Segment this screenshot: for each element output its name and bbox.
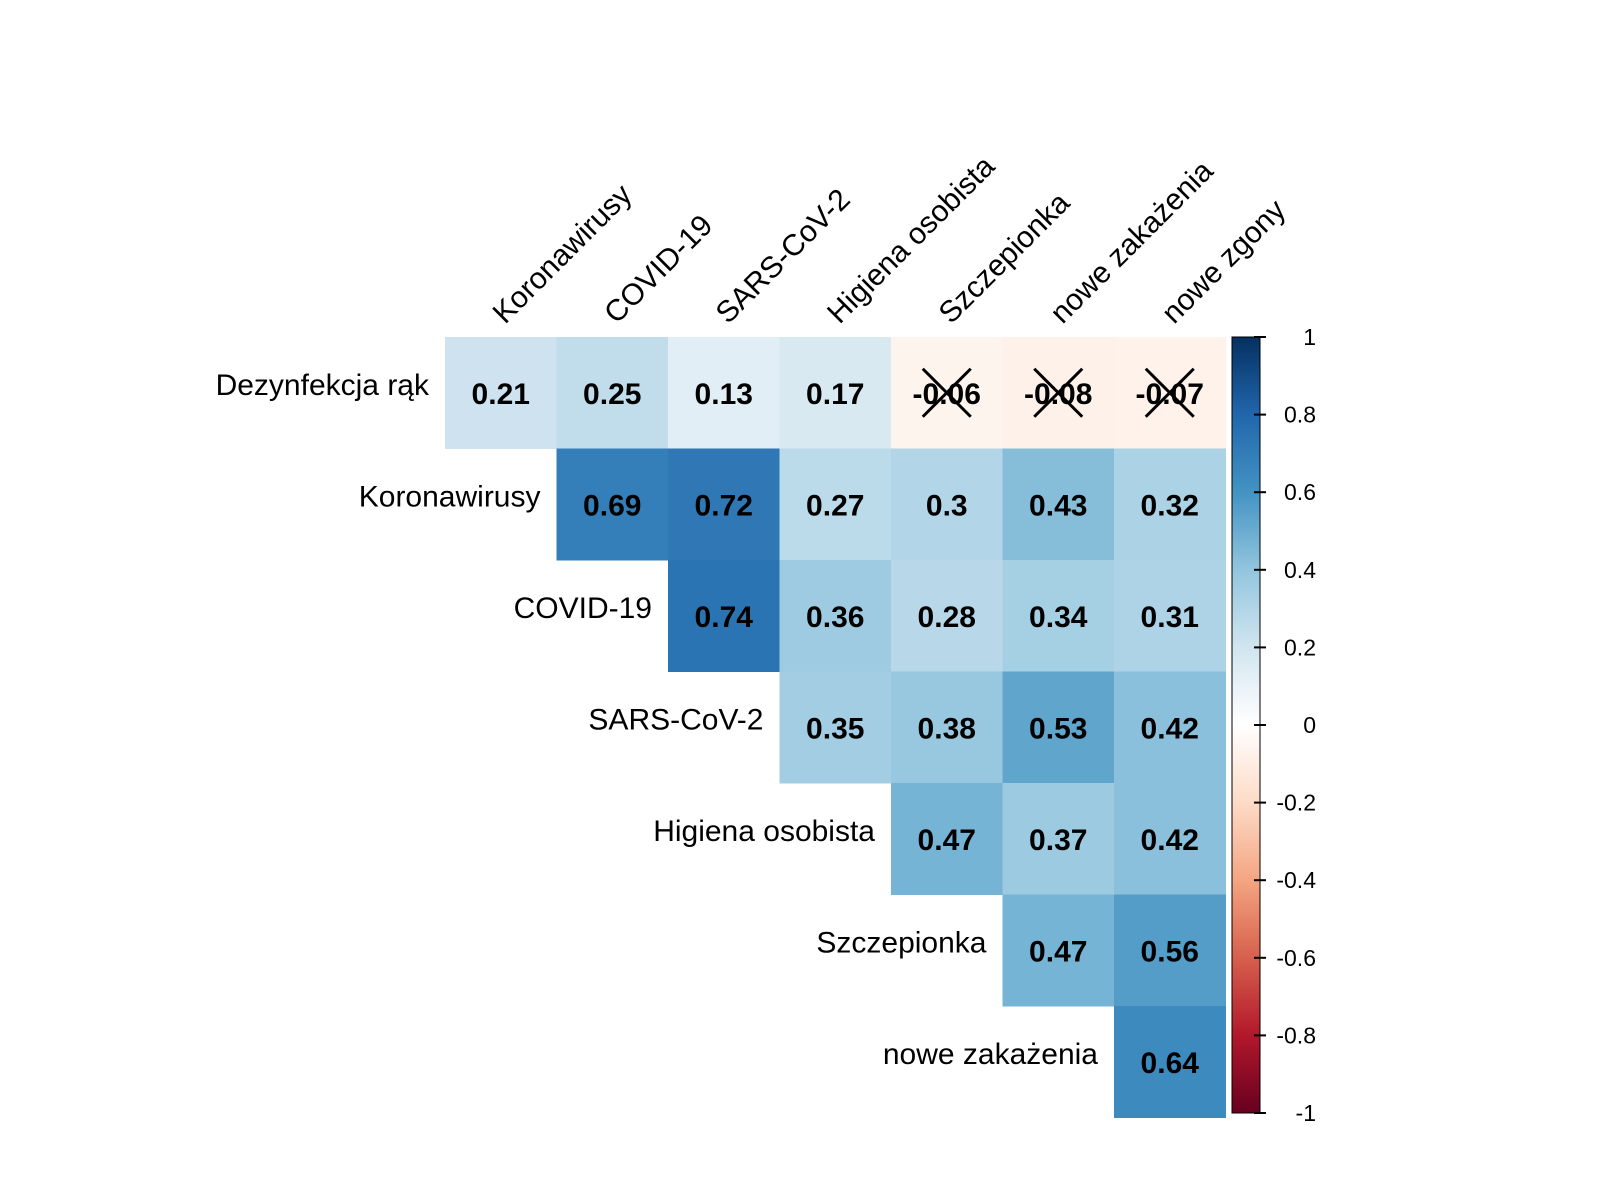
cell-value-label: 0.21 [472, 378, 530, 411]
heatmap-cell [891, 671, 1003, 784]
legend-tick-label: 1 [1303, 324, 1316, 350]
cell-value-label: 0.27 [806, 489, 864, 522]
cell-value-label: 0.69 [583, 489, 641, 522]
row-label: nowe zakażenia [883, 1038, 1098, 1071]
heatmap-cell [1002, 671, 1115, 784]
heatmap-cell [1002, 560, 1115, 672]
column-label: COVID-19 [598, 209, 719, 330]
cell-value-label: 0.36 [806, 601, 864, 634]
cell-value-label: 0.35 [806, 712, 864, 745]
legend-tick-label: 0.4 [1284, 557, 1316, 583]
heatmap-cell [1114, 560, 1226, 672]
heatmap-cell [668, 560, 780, 672]
cell-value-label: 0.74 [695, 601, 754, 634]
legend-tick-label: -0.8 [1276, 1022, 1316, 1048]
legend-tick-label: 0 [1303, 712, 1316, 738]
cell-value-label: 0.64 [1141, 1047, 1200, 1080]
heatmap-cell [445, 337, 557, 449]
heatmap-cell [891, 783, 1003, 895]
cell-value-label: 0.25 [583, 378, 641, 411]
cross-mark [1033, 367, 1084, 418]
row-label: COVID-19 [514, 592, 652, 625]
cell-value-label: 0.43 [1029, 489, 1087, 522]
heatmap-cell [668, 337, 780, 449]
cross-mark [921, 367, 972, 418]
legend-tick-label: 0.8 [1284, 402, 1316, 428]
heatmap-cells [445, 337, 1226, 1118]
heatmap-cell [1114, 1006, 1226, 1118]
row-label: SARS-CoV-2 [588, 703, 763, 736]
heatmap-cell [779, 560, 892, 672]
heatmap-cell [1002, 783, 1115, 895]
legend-tick-label: 0.6 [1284, 479, 1316, 505]
row-labels: Dezynfekcja rąk Koronawirusy COVID-19 SARS-… [216, 369, 1099, 1071]
row-label: Koronawirusy [359, 480, 541, 513]
cell-value-label: 0.3 [926, 489, 968, 522]
cell-value-label: 0.42 [1141, 824, 1199, 857]
heatmap-cell [556, 337, 669, 449]
legend-tick-label: -1 [1296, 1100, 1316, 1126]
cell-value-label: 0.38 [918, 712, 976, 745]
cell-value-label: 0.47 [1029, 935, 1087, 968]
heatmap-cell [779, 448, 892, 561]
cross-mark [1144, 367, 1195, 418]
row-label: Szczepionka [816, 926, 986, 959]
color-legend: 1 0.8 0.6 0.4 0.2 0 -0.2 -0.4 -0.6 -0.8 -1 [1231, 324, 1316, 1126]
cell-value-label: 0.53 [1029, 712, 1087, 745]
cell-value-label: 0.34 [1029, 601, 1088, 634]
legend-tick-label: 0.2 [1284, 634, 1316, 660]
cell-value-label: 0.56 [1141, 935, 1199, 968]
heatmap-cell [556, 448, 669, 561]
heatmap-cell [1114, 671, 1226, 784]
heatmap-cell [779, 671, 892, 784]
cell-value-label: 0.17 [806, 378, 864, 411]
heatmap-cell [891, 560, 1003, 672]
cell-value-label: 0.47 [918, 824, 976, 857]
cell-value-label: 0.13 [695, 378, 753, 411]
cell-value-label: 0.42 [1141, 712, 1199, 745]
cell-value-label: 0.37 [1029, 824, 1087, 857]
insignificance-crosses [921, 367, 1195, 418]
cell-value-label: 0.28 [918, 601, 976, 634]
heatmap-cell [668, 448, 780, 561]
cell-value-label: 0.72 [695, 489, 753, 522]
legend-tick-label: -0.6 [1276, 945, 1316, 971]
heatmap-cell [891, 448, 1003, 561]
cell-value-label: 0.32 [1141, 489, 1199, 522]
legend-tick-label: -0.4 [1276, 867, 1316, 893]
heatmap-cell [779, 337, 892, 449]
cell-value-labels: 0.210.250.130.17-0.06-0.08-0.070.690.720… [472, 378, 1204, 1080]
heatmap-cell [1002, 894, 1115, 1007]
row-label: Higiena osobista [653, 815, 875, 848]
heatmap-cell [1114, 448, 1226, 561]
heatmap-cell [1114, 783, 1226, 895]
heatmap-cell [1002, 448, 1115, 561]
row-label: Dezynfekcja rąk [216, 369, 430, 402]
cell-value-label: 0.31 [1141, 601, 1199, 634]
legend-tick-label: -0.2 [1276, 790, 1316, 816]
heatmap-cell [1114, 894, 1226, 1007]
